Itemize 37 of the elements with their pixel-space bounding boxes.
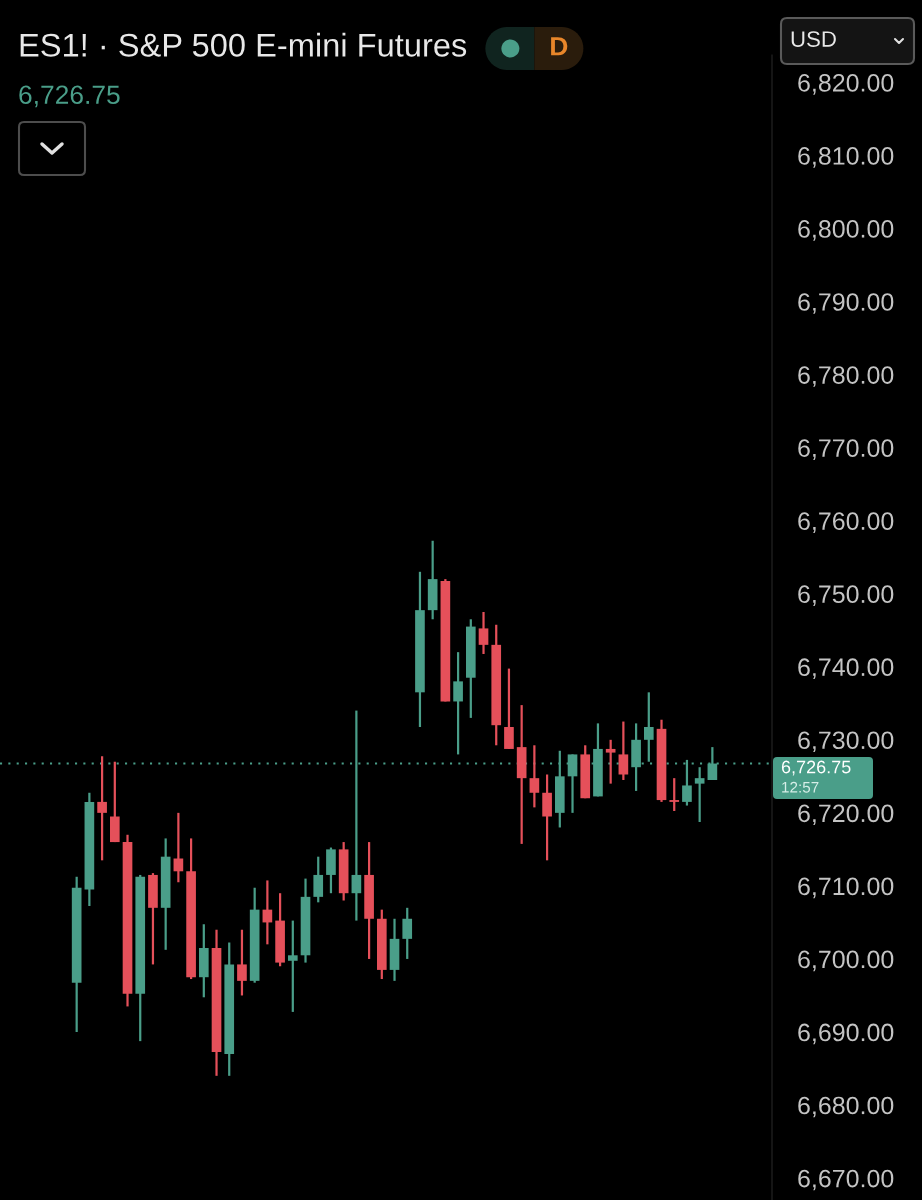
candlestick <box>313 855 324 904</box>
candlestick <box>529 744 540 809</box>
y-tick-label: 6,750.00 <box>798 585 894 606</box>
y-tick-label: 6,760.00 <box>798 512 894 533</box>
candlestick <box>694 766 705 824</box>
y-tick-label: 6,710.00 <box>798 877 894 899</box>
chart-title: ES1! · S&P 500 E-mini Futures <box>20 32 467 57</box>
candlestick <box>453 651 463 756</box>
candlestick <box>669 777 680 813</box>
text: USD <box>791 31 836 47</box>
annotation: D <box>551 37 568 56</box>
y-tick-label: 6,800.00 <box>798 220 894 241</box>
y-tick-label: 6,740.00 <box>798 658 894 680</box>
y-tick-label: 6,780.00 <box>798 366 894 387</box>
y-tick-label: 6,730.00 <box>798 731 894 753</box>
candlestick <box>618 720 629 782</box>
y-tick-label: 6,680.00 <box>798 1096 894 1118</box>
candlestick <box>402 906 413 961</box>
candlestick <box>504 667 514 751</box>
text: 12:57 <box>782 781 819 793</box>
candlestick <box>478 610 489 656</box>
y-tick-label: 6,690.00 <box>798 1023 894 1045</box>
y-tick-label: 6,810.00 <box>798 147 894 168</box>
candlestick <box>542 773 552 862</box>
candlestick <box>237 928 247 997</box>
ref-line-label: 6,726.75 <box>781 760 851 776</box>
candlestick <box>287 919 298 1014</box>
candlestick <box>643 691 654 763</box>
y-tick-label: 6,700.00 <box>798 950 894 972</box>
text: 6,726.75 <box>19 85 120 108</box>
y-tick-label: 6,820.00 <box>798 73 894 95</box>
candlestick <box>97 755 107 862</box>
y-tick-label: 6,770.00 <box>798 439 894 460</box>
y-tick-label: 6,720.00 <box>798 804 894 826</box>
y-tick-label: 6,670.00 <box>798 1169 894 1191</box>
candlestick <box>605 738 616 785</box>
y-tick-label: 6,790.00 <box>798 293 894 314</box>
